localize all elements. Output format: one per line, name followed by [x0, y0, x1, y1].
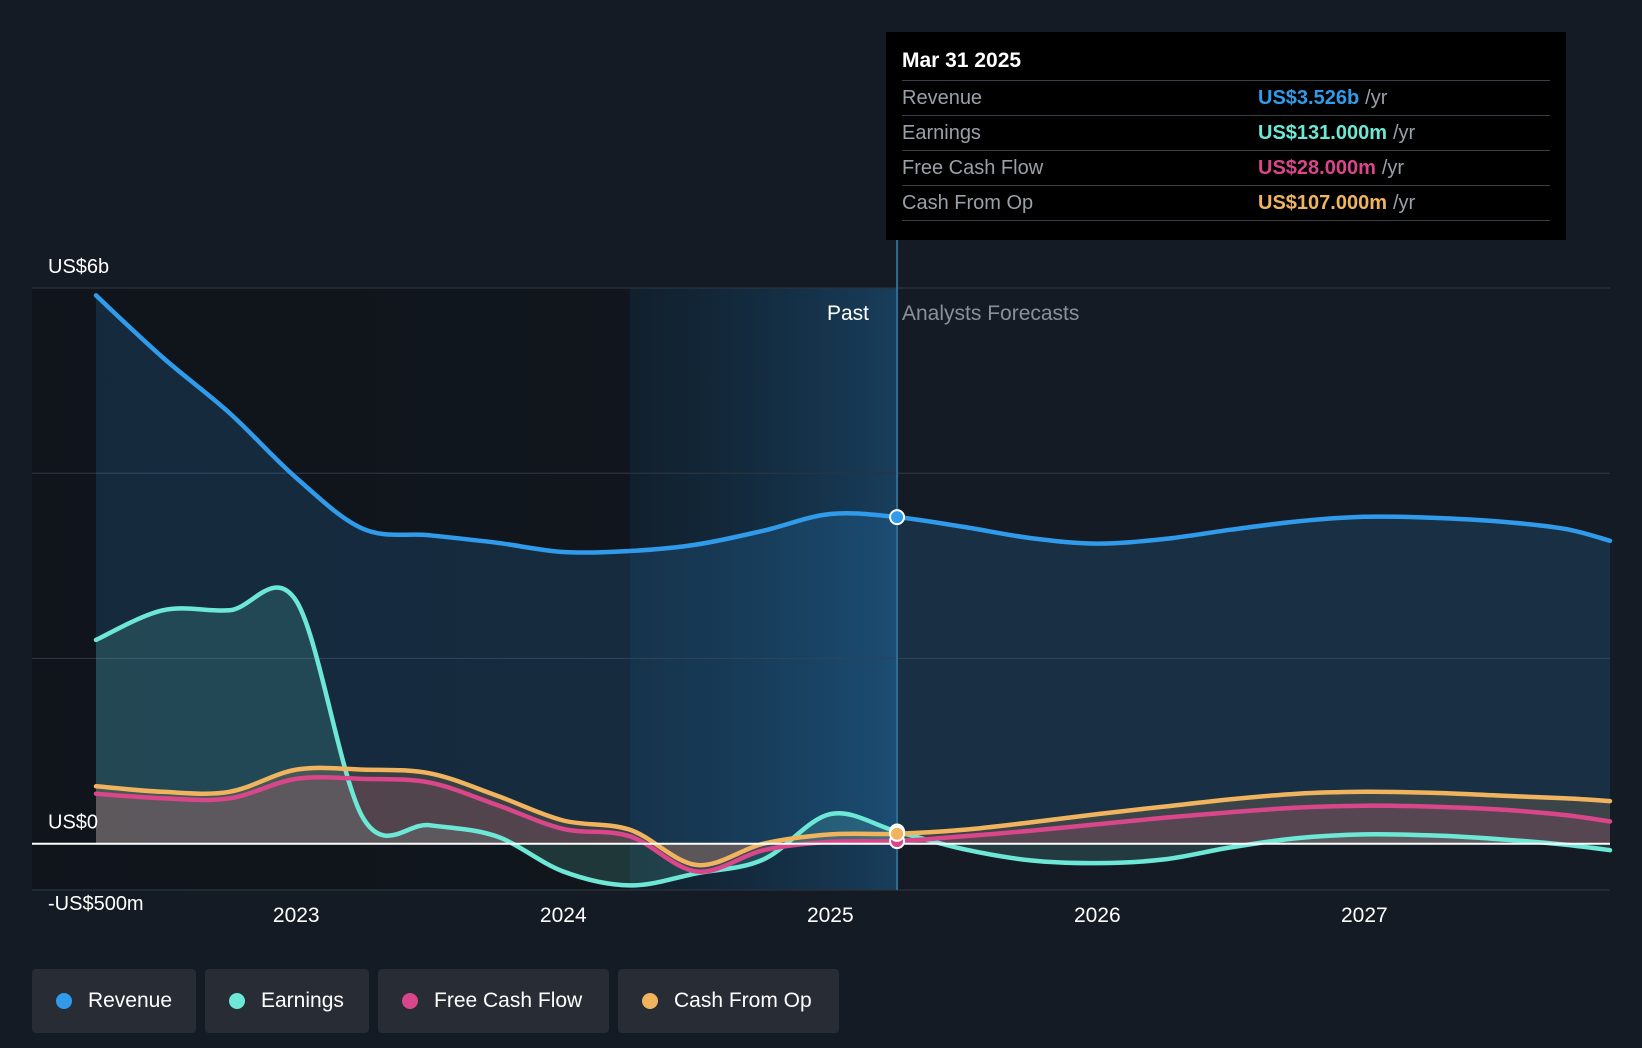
legend-label: Earnings — [261, 989, 344, 1012]
forecast-label: Analysts Forecasts — [902, 302, 1079, 325]
tooltip-unit: /yr — [1365, 87, 1388, 109]
tooltip-unit: /yr — [1392, 122, 1416, 144]
tooltip-value: US$3.526b — [1258, 87, 1360, 109]
legend-item-free-cash-flow[interactable]: Free Cash Flow — [378, 969, 609, 1033]
cash-from-op-area — [96, 767, 1610, 866]
series-areas — [96, 295, 1610, 886]
free-cash-flow-dot-icon — [402, 993, 418, 1009]
tooltip-label: Free Cash Flow — [902, 157, 1044, 179]
cash-from-op-dot-icon — [642, 993, 658, 1009]
gridlines — [32, 287, 1610, 891]
legend-item-cash-from-op[interactable]: Cash From Op — [618, 969, 839, 1033]
earnings-line — [93, 585, 1613, 888]
tooltip-row-earnings: Earnings US$131.000m /yr — [902, 116, 1550, 151]
cash-from-op-marker — [889, 825, 906, 842]
x-tick-label: 2023 — [273, 904, 320, 927]
earnings-dot-icon — [229, 993, 245, 1009]
legend-label: Free Cash Flow — [434, 989, 583, 1012]
tooltip-value: US$131.000m — [1258, 122, 1387, 144]
hover-markers — [889, 509, 906, 850]
x-tick-label: 2024 — [540, 904, 587, 927]
x-tick-label: 2027 — [1341, 904, 1388, 927]
legend-item-revenue[interactable]: Revenue — [32, 969, 196, 1033]
free-cash-flow-area — [96, 777, 1610, 872]
tooltip-unit: /yr — [1381, 157, 1405, 179]
tooltip-label: Cash From Op — [902, 192, 1034, 214]
legend-label: Cash From Op — [674, 989, 812, 1012]
y-tick-label: -US$500m — [48, 893, 144, 915]
tooltip-row-revenue: Revenue US$3.526b /yr — [902, 81, 1550, 116]
legend: Revenue Earnings Free Cash Flow Cash Fro… — [32, 969, 839, 1033]
tooltip-row-free-cash-flow: Free Cash Flow US$28.000m /yr — [902, 151, 1550, 186]
cash-from-op-line — [93, 765, 1613, 868]
y-axis-labels: US$6b US$0 -US$500m — [48, 256, 144, 915]
y-tick-label: US$0 — [48, 812, 98, 834]
y-tick-label: US$6b — [48, 256, 109, 278]
tooltip-label: Earnings — [902, 122, 981, 144]
legend-label: Revenue — [87, 989, 172, 1012]
highlight-region — [630, 288, 898, 890]
free-cash-flow-line — [93, 775, 1613, 874]
tooltip-row-cash-from-op: Cash From Op US$107.000m /yr — [902, 186, 1550, 221]
tooltip-label: Revenue — [902, 87, 983, 109]
tooltip-unit: /yr — [1392, 192, 1416, 214]
revenue-marker — [889, 509, 906, 526]
revenue-area — [96, 295, 1610, 844]
legend-item-earnings[interactable]: Earnings — [205, 969, 369, 1033]
earnings-area — [96, 587, 1610, 886]
revenue-dot-icon — [56, 993, 72, 1009]
x-tick-label: 2026 — [1074, 904, 1121, 927]
tooltip-panel: Mar 31 2025 Revenue US$3.526b /yr Earnin… — [886, 32, 1566, 240]
revenue-line — [93, 293, 1613, 555]
past-label: Past — [827, 302, 869, 325]
tooltip-date: Mar 31 2025 — [902, 46, 1550, 81]
x-axis-labels: 2023 2024 2025 2026 2027 — [273, 904, 1388, 927]
x-tick-label: 2025 — [807, 904, 854, 927]
series-lines — [93, 293, 1613, 888]
tooltip-value: US$28.000m — [1258, 157, 1376, 179]
tooltip-value: US$107.000m — [1258, 192, 1387, 214]
